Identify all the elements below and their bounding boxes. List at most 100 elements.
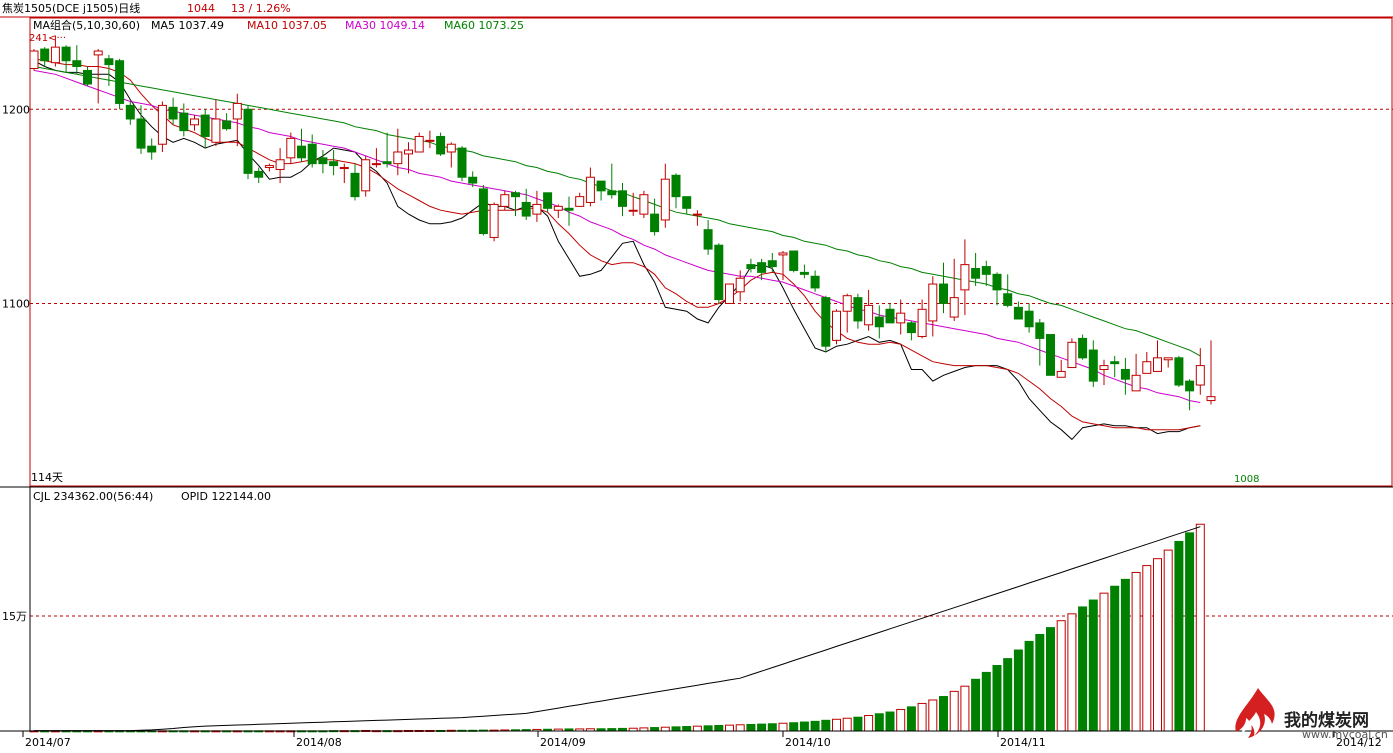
watermark-logo [1228,686,1393,753]
candle-body [981,266,991,275]
volume-bar [1046,627,1055,732]
open-interest-polyline [34,526,1201,732]
volume-bar [1153,558,1162,732]
candle-body [1078,337,1088,359]
candle-body [1120,368,1130,380]
candle-body [275,159,285,170]
candle-body [885,308,895,324]
candle-body [29,50,39,69]
candle-body [832,310,841,341]
candle-body [436,135,446,155]
candle-body [1153,357,1162,372]
volume-bar [1110,585,1120,732]
candle-body [211,118,221,143]
flame-icon [1235,688,1275,738]
candle-body [393,151,403,165]
candle-body [104,58,114,66]
candle-body [1013,306,1023,320]
axes: 1200 1100 15万 2014/07 2014/08 2014/09 2014/10 2… [0,16,1393,749]
volume-bar [1024,640,1034,732]
candle-body [628,209,638,212]
volume-bar [725,724,734,732]
volume-bar [853,716,863,732]
candle-body [125,104,135,120]
candle-body [93,50,103,56]
volume-bar [1003,658,1013,732]
candle-body [532,203,542,215]
candle-body [799,271,809,275]
candle-body [1131,374,1141,392]
candle-body [168,106,178,120]
candle-body [1003,293,1013,306]
candle-body [949,297,959,318]
candle-body [404,149,413,155]
symbol-title: 焦炭1505(DCE j1505)日线 [2,2,141,15]
candle-body [853,297,863,322]
candle-body [618,190,627,207]
candle-body [682,196,692,209]
candle-body [446,143,456,153]
volume-bar [896,708,906,732]
ma-group-label: MA组合(5,10,30,60) [33,19,141,32]
volume-bar-series [29,523,1205,733]
candle-body [757,262,767,273]
volume-bar [714,724,724,732]
candle-body [72,60,82,68]
volume-bar [1163,549,1173,732]
price-tick-label: 1100 [2,297,30,310]
volume-bar [757,723,767,732]
volume-bar [1013,649,1023,732]
candle-body [575,196,585,207]
x-tick-label: 2014/12 [1336,736,1382,749]
candle-body [40,48,50,62]
candle-body [468,176,478,184]
price-change: 13 / 1.26% [231,2,291,15]
watermark-name: 我的煤炭网 [1284,711,1369,731]
candle-body [339,167,349,170]
candle-body [83,69,92,85]
ma30-label: MA30 1049.14 [345,19,425,32]
volume-bar [1174,540,1184,732]
x-tick-label: 2014/07 [25,736,71,749]
volume-bar [842,717,852,732]
candle-body [1067,341,1077,369]
volume-bar [949,690,959,732]
candle-body [789,250,799,271]
candle-body [703,229,713,250]
volume-bar [778,722,788,732]
candle-body [521,201,531,217]
volume-bar [864,714,874,732]
candle-body [382,161,392,165]
volume-bar [1088,599,1098,732]
candle-body [1088,349,1098,382]
high-marker: 241<··· [29,33,67,44]
candle-body [307,143,317,165]
volume-bar [767,723,777,732]
candle-body [971,268,981,279]
candle-body [1024,310,1034,328]
candle-body [500,194,510,207]
volume-bar [885,711,895,732]
ma5-label: MA5 1037.49 [151,19,224,32]
candle-body [136,118,146,149]
volume-bar [1120,578,1130,732]
candle-body [425,139,435,142]
candle-body [147,145,157,153]
candle-body [639,194,649,215]
volume-bar [650,727,660,732]
candle-body [1185,380,1195,392]
candle-body [778,252,788,256]
candle-body [50,46,60,64]
volume-bar [660,726,670,732]
volume-bar [1056,620,1066,732]
volume-bar [746,723,756,732]
volume-bar [735,724,745,732]
candlestick-series [29,35,1216,411]
candle-body [714,244,724,301]
volume-bar [799,721,809,732]
low-label: 1008 [1234,474,1260,485]
candle-body [157,104,167,145]
volume-bar [1099,592,1109,732]
volume-bar [874,713,884,732]
volume-bar [917,702,927,732]
